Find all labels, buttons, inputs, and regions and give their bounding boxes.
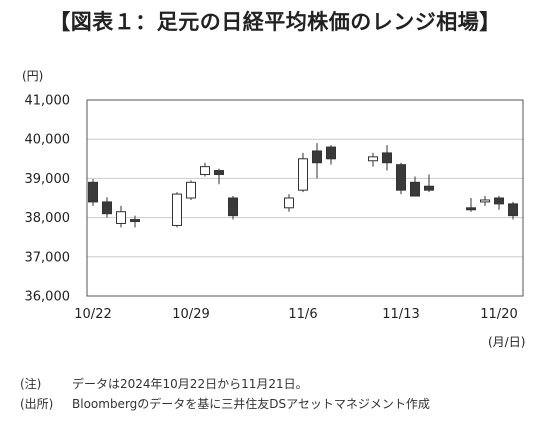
candle	[312, 143, 322, 179]
chart-title: 【図表１：足元の日経平均株価のレンジ相場】	[49, 10, 501, 34]
candle-body	[88, 181, 98, 203]
x-tick-label: 10/22	[74, 307, 111, 322]
candle	[130, 215, 140, 228]
candle	[214, 168, 224, 185]
candle	[480, 196, 490, 206]
candle	[494, 196, 504, 210]
candles	[88, 143, 518, 228]
candle	[116, 205, 126, 228]
candle-body	[508, 203, 518, 217]
x-tick-label: 11/6	[288, 307, 317, 322]
candle-body	[494, 197, 504, 205]
y-tick-label: 38,000	[25, 211, 71, 226]
y-unit-label: (円)	[22, 69, 43, 83]
candle	[326, 145, 336, 165]
candle-body	[396, 164, 406, 191]
candle-body	[410, 181, 420, 197]
y-tick-label: 36,000	[25, 290, 71, 305]
candle-body	[214, 170, 224, 175]
candle-body	[284, 197, 294, 209]
candle-body	[102, 201, 112, 215]
candle-body	[480, 199, 490, 203]
candle-body	[326, 146, 336, 160]
candle	[508, 201, 518, 220]
candle	[410, 176, 420, 197]
candle	[382, 145, 392, 171]
candle-body	[424, 185, 434, 191]
candle-body	[116, 211, 126, 224]
y-tick-label: 41,000	[25, 94, 71, 109]
candle-body	[368, 156, 378, 162]
source-row: (出所) Bloombergのデータを基に三井住友DSアセットマネジメント作成	[20, 395, 430, 412]
candle	[88, 179, 98, 206]
x-axis-ticks: 10/22 10/29 11/6 11/13 11/20	[74, 307, 517, 322]
y-tick-label: 39,000	[25, 172, 71, 187]
note-row: (注) データは2024年10月22日から11月21日。	[20, 375, 308, 392]
candle	[298, 152, 308, 193]
source-label: (出所)	[20, 397, 54, 411]
candle	[466, 198, 476, 212]
candle-body	[228, 197, 238, 217]
candle-body	[186, 181, 196, 199]
candle-body	[130, 219, 140, 223]
source-text: Bloombergのデータを基に三井住友DSアセットマネジメント作成	[72, 397, 430, 411]
candle	[200, 162, 210, 177]
candle-body	[466, 207, 476, 211]
candle-body	[200, 166, 210, 175]
candle	[102, 197, 112, 218]
x-tick-label: 11/13	[382, 307, 419, 322]
y-tick-label: 37,000	[25, 250, 71, 265]
candle-body	[172, 193, 182, 226]
candle	[186, 180, 196, 200]
x-tick-label: 11/20	[480, 307, 517, 322]
note-text: データは2024年10月22日から11月21日。	[72, 377, 308, 391]
x-tick-label: 10/29	[172, 307, 209, 322]
candle-body	[298, 158, 308, 191]
candle	[368, 152, 378, 167]
x-unit-label: (月/日)	[488, 335, 525, 349]
candle-body	[312, 150, 322, 164]
candle	[396, 162, 406, 195]
grid-lines	[87, 99, 523, 297]
y-tick-label: 40,000	[25, 133, 71, 148]
candle-body	[382, 152, 392, 164]
plot-frame	[86, 99, 524, 297]
candle	[172, 192, 182, 228]
note-label: (注)	[20, 377, 42, 391]
y-axis-ticks: 36,000 37,000 38,000 39,000 40,000 41,000	[25, 94, 71, 305]
candle	[424, 174, 434, 193]
candle	[228, 196, 238, 220]
candle	[284, 194, 294, 212]
